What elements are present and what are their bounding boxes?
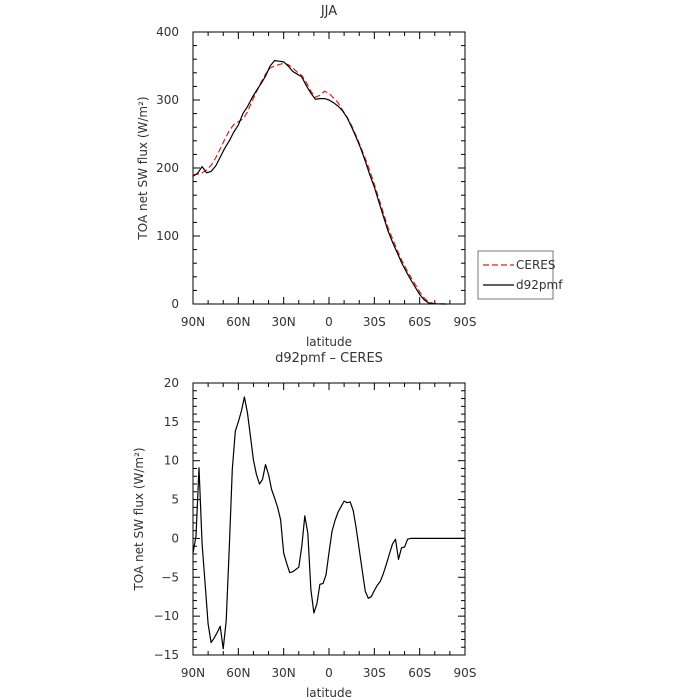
top-chart-title: JJA	[320, 4, 337, 19]
legend-label-ceres: CERES	[516, 258, 556, 272]
series-line-ceres	[192, 62, 447, 305]
y-tick-label: −10	[154, 609, 179, 623]
x-tick-label: 60N	[226, 666, 250, 680]
y-tick-label: 10	[164, 454, 179, 468]
y-tick-label: 20	[164, 376, 179, 390]
x-tick-label: 0	[325, 666, 333, 680]
bottom-series-lines	[192, 396, 465, 650]
x-tick-label: 90S	[454, 315, 477, 329]
bottom-panel: d92pmf – CERES 90N 60N 30N 0 30S 60S 90S −15 −10…	[132, 351, 476, 700]
y-tick-label: −5	[161, 570, 179, 584]
y-tick-label: 5	[171, 493, 179, 507]
x-tick-label: 30S	[363, 315, 386, 329]
difference-series-line	[192, 396, 465, 650]
y-tick-label: 0	[171, 531, 179, 545]
x-tick-label: 30S	[363, 666, 386, 680]
x-tick-label: 60S	[408, 666, 431, 680]
y-tick-label: 200	[156, 161, 179, 175]
x-tick-label: 90S	[454, 666, 477, 680]
x-tick-label: 30N	[272, 315, 296, 329]
top-ticks: 90N 60N 30N 0 30S 60S 90S 0 100 200 300 400	[156, 25, 476, 329]
legend-label-d92pmf: d92pmf	[516, 278, 563, 292]
series-line-d92pmf	[192, 59, 447, 305]
legend: CERES d92pmf	[477, 250, 563, 300]
x-tick-label: 60S	[408, 315, 431, 329]
bottom-chart-title: d92pmf – CERES	[275, 351, 383, 366]
bottom-ticks: 90N 60N 30N 0 30S 60S 90S −15 −10 −5 0 5 10 15 20	[154, 376, 477, 680]
x-tick-label: 30N	[272, 666, 296, 680]
bottom-plot-frame	[192, 382, 466, 656]
legend-box	[477, 250, 554, 300]
x-tick-label: 0	[325, 315, 333, 329]
y-tick-label: 100	[156, 229, 179, 243]
x-tick-label: 90N	[181, 666, 205, 680]
y-tick-label: −15	[154, 648, 179, 662]
top-y-axis-label: TOA net SW flux (W/m²)	[136, 96, 150, 240]
x-tick-label: 90N	[181, 315, 205, 329]
x-tick-label: 60N	[226, 315, 250, 329]
y-tick-label: 0	[171, 297, 179, 311]
top-plot-frame	[192, 31, 466, 305]
bottom-x-axis-label: latitude	[306, 686, 352, 700]
top-series-lines	[192, 59, 447, 305]
y-tick-label: 400	[156, 25, 179, 39]
bottom-y-axis-label: TOA net SW flux (W/m²)	[132, 447, 146, 591]
y-tick-label: 15	[164, 415, 179, 429]
y-tick-label: 300	[156, 93, 179, 107]
top-x-axis-label: latitude	[306, 335, 352, 349]
top-panel: JJA 90N 60N 30N 0 30S 60S 90S 0 100 200 300 400 lat…	[136, 4, 563, 349]
